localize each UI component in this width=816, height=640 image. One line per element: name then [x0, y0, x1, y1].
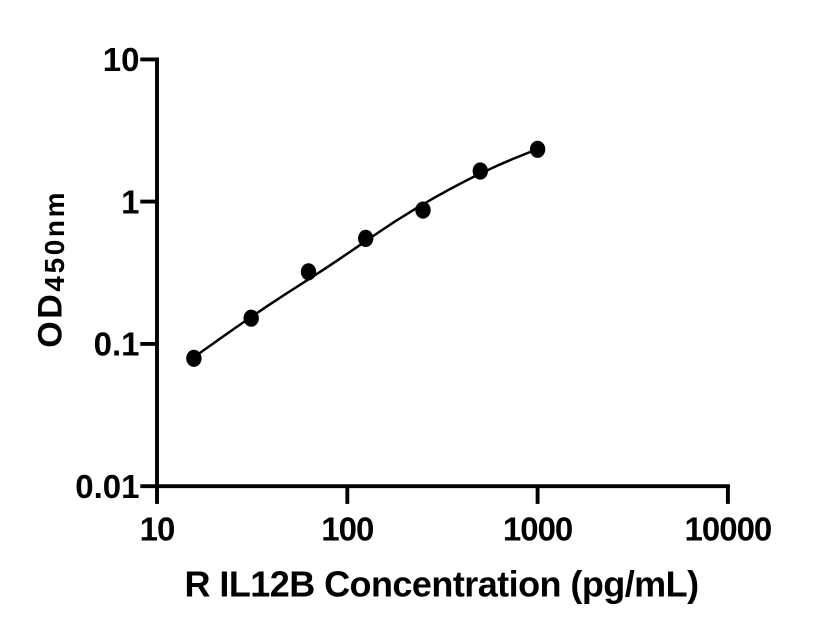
svg-text:R IL12B Concentration (pg/mL): R IL12B Concentration (pg/mL) [184, 564, 698, 605]
svg-text:10: 10 [140, 510, 175, 547]
svg-text:0.1: 0.1 [94, 326, 140, 363]
svg-text:0.01: 0.01 [75, 468, 139, 505]
svg-text:1000: 1000 [503, 510, 572, 547]
svg-text:10: 10 [103, 41, 140, 78]
svg-text:1: 1 [121, 183, 139, 220]
svg-text:100: 100 [321, 510, 373, 547]
svg-text:10000: 10000 [685, 510, 772, 547]
